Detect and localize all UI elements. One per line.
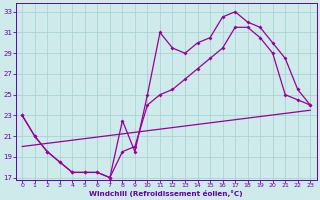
- X-axis label: Windchill (Refroidissement éolien,°C): Windchill (Refroidissement éolien,°C): [89, 190, 243, 197]
